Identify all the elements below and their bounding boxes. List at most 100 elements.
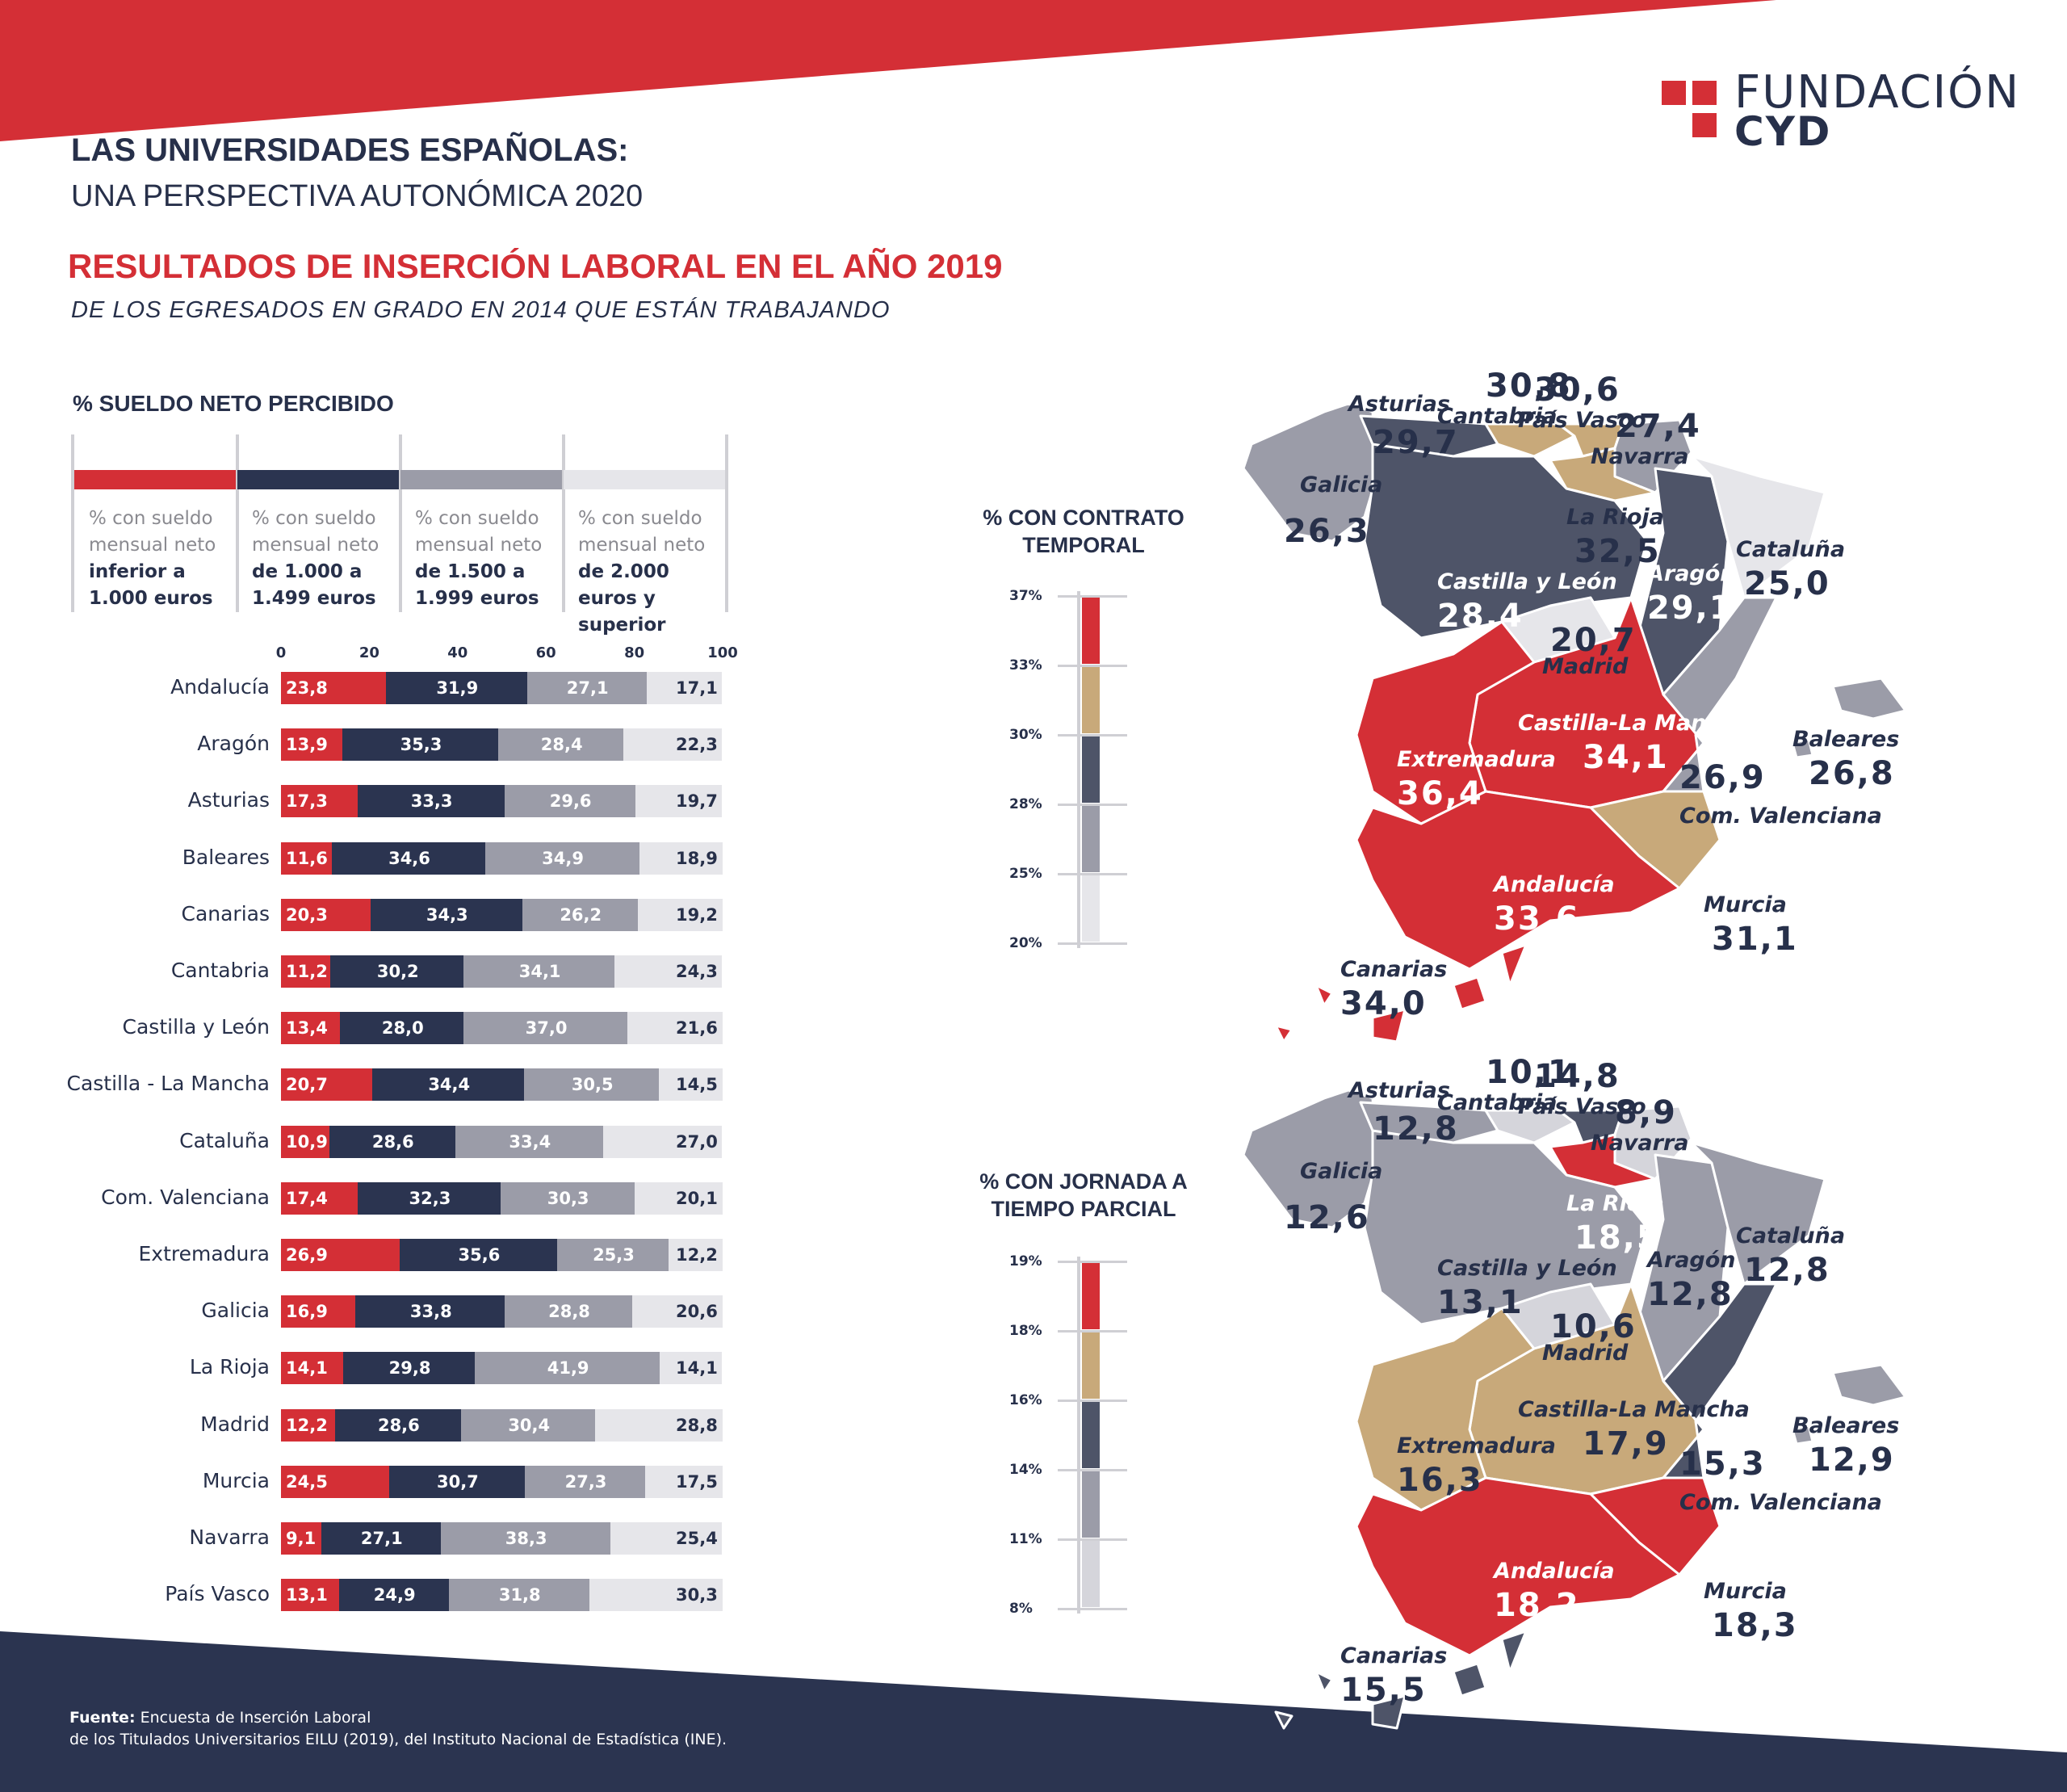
map-region-value: 12,6 (1284, 1199, 1370, 1236)
map-region-name: Navarra (1591, 1131, 1689, 1156)
map-region-value: 18,2 (1494, 1587, 1580, 1624)
legend-text: % con sueldo mensual neto inferior a 1.0… (89, 506, 234, 612)
map-region-name: Cantabria (1437, 404, 1558, 429)
map-region-name: Cataluña (1736, 1223, 1846, 1249)
region-cantabria (1484, 1109, 1576, 1144)
bar-segment (321, 1522, 441, 1555)
region-cantabria (1484, 422, 1576, 458)
map-region-value: 25,0 (1744, 565, 1830, 602)
bar-segment (340, 1012, 464, 1045)
map-region-name: Navarra (1591, 444, 1689, 469)
map-region-name: Madrid (1542, 1341, 1629, 1366)
map-region-name: Castilla y León (1437, 569, 1617, 594)
bar-value-label: 28,6 (377, 1415, 420, 1435)
bar-value-label: 14,5 (676, 1075, 718, 1095)
bar-segment (602, 1125, 723, 1158)
scale-swatch (1082, 875, 1100, 942)
scale-tick (1058, 595, 1127, 598)
bar-segment (556, 1239, 669, 1271)
scale-label: 28% (1009, 796, 1042, 812)
bar-value-label: 29,6 (549, 791, 592, 812)
category-label: Castilla y León (122, 1015, 270, 1039)
bar-value-label: 26,9 (286, 1245, 328, 1265)
scale-rail (1077, 1257, 1080, 1614)
bar-segment (281, 1465, 389, 1498)
bar-value-label: 17,1 (676, 678, 718, 698)
bar-value-label: 32,3 (409, 1188, 451, 1208)
legend-text: % con sueldo mensual neto de 2.000 euros… (578, 506, 723, 639)
bar-segment (526, 672, 647, 704)
map-region-name: Com. Valenciana (1679, 804, 1882, 829)
bar-value-label: 38,3 (505, 1529, 547, 1548)
scale-tick (1058, 873, 1127, 875)
category-label: Murcia (202, 1468, 270, 1492)
category-label: País Vasco (165, 1582, 270, 1606)
map-region-value: 10,1 (1486, 1054, 1572, 1091)
scale-swatch (1082, 1471, 1100, 1538)
bar-segment (589, 1579, 723, 1612)
bottom-navy-band (0, 1631, 2067, 1792)
bar-segment (281, 1352, 344, 1385)
map-region-value: 12,8 (1373, 1110, 1459, 1148)
bar-value-label: 35,6 (458, 1245, 501, 1265)
bar-value-label: 28,0 (381, 1018, 424, 1039)
bar-segment (645, 1465, 723, 1498)
bar-value-label: 12,2 (676, 1245, 718, 1265)
bar-segment (524, 1465, 646, 1498)
map2-svg (1242, 1089, 1907, 1730)
map-region-value: 28,4 (1437, 598, 1524, 635)
map-region-value: 36,4 (1397, 775, 1483, 812)
map-region-value: 16,3 (1397, 1462, 1483, 1499)
map-region-name: Aragón (1647, 1248, 1736, 1273)
bar-value-label: 26,2 (560, 904, 602, 925)
legend-card: % con sueldo mensual neto de 2.000 euros… (564, 434, 728, 636)
map-region-value: 31,1 (1712, 921, 1798, 958)
region-andalucía (1355, 1476, 1681, 1657)
bar-value-label: 34,6 (388, 848, 430, 868)
map-region-value: 20,7 (1550, 622, 1637, 659)
scale-label: 16% (1009, 1392, 1042, 1408)
scale-label: 33% (1009, 657, 1042, 674)
x-tick-label: 60 (535, 644, 556, 661)
scale-swatch (1082, 1541, 1100, 1607)
scale-swatch (1082, 1263, 1100, 1329)
scale-label: 25% (1009, 866, 1042, 882)
bar-value-label: 19,2 (676, 904, 718, 925)
scale-tick (1058, 734, 1127, 737)
bar-value-label: 20,6 (676, 1302, 718, 1322)
legend-text-range: inferior a 1.000 euros (89, 561, 213, 609)
map-region-name: Castilla y León (1437, 1256, 1617, 1281)
region-baleares (1791, 1363, 1907, 1446)
map-region-value: 12,9 (1809, 1442, 1895, 1479)
bar-value-label: 21,6 (676, 1018, 718, 1039)
map-region-value: 14,8 (1534, 1058, 1620, 1095)
legend-text-range: de 1.000 a 1.499 euros (252, 561, 376, 609)
map-region-value: 30,6 (1534, 371, 1620, 409)
logo-square-2 (1692, 81, 1717, 105)
bar-value-label: 19,7 (676, 791, 718, 812)
bar-segment (281, 1125, 329, 1158)
legend-text: % con sueldo mensual neto de 1.500 a 1.9… (415, 506, 560, 612)
bar-segment (332, 841, 485, 875)
bar-value-label: 20,7 (286, 1075, 328, 1095)
bar-value-label: 28,4 (540, 735, 583, 755)
legend-swatch (564, 470, 725, 489)
title-line2: UNA PERSPECTIVA AUTONÓMICA 2020 (71, 179, 644, 213)
bar-segment (343, 1352, 476, 1385)
category-label: Castilla - La Mancha (66, 1072, 270, 1096)
bar-segment (610, 1522, 723, 1555)
bar-value-label: 18,9 (676, 848, 718, 868)
bar-segment (441, 1522, 610, 1555)
map-region-name: La Rioja (1566, 505, 1664, 530)
map-region-value: 29,1 (1647, 590, 1734, 627)
bar-segment (281, 785, 358, 818)
x-tick-label: 100 (707, 644, 738, 661)
scale-label: 11% (1009, 1531, 1042, 1547)
bar-value-label: 41,9 (547, 1358, 589, 1379)
region-galicia (1242, 402, 1378, 543)
bar-segment (463, 955, 614, 988)
bar-segment (627, 1012, 723, 1045)
bar-value-label: 24,9 (373, 1585, 416, 1605)
legend-text-prefix: % con sueldo mensual neto (578, 508, 706, 556)
logo-square-1 (1662, 81, 1686, 105)
